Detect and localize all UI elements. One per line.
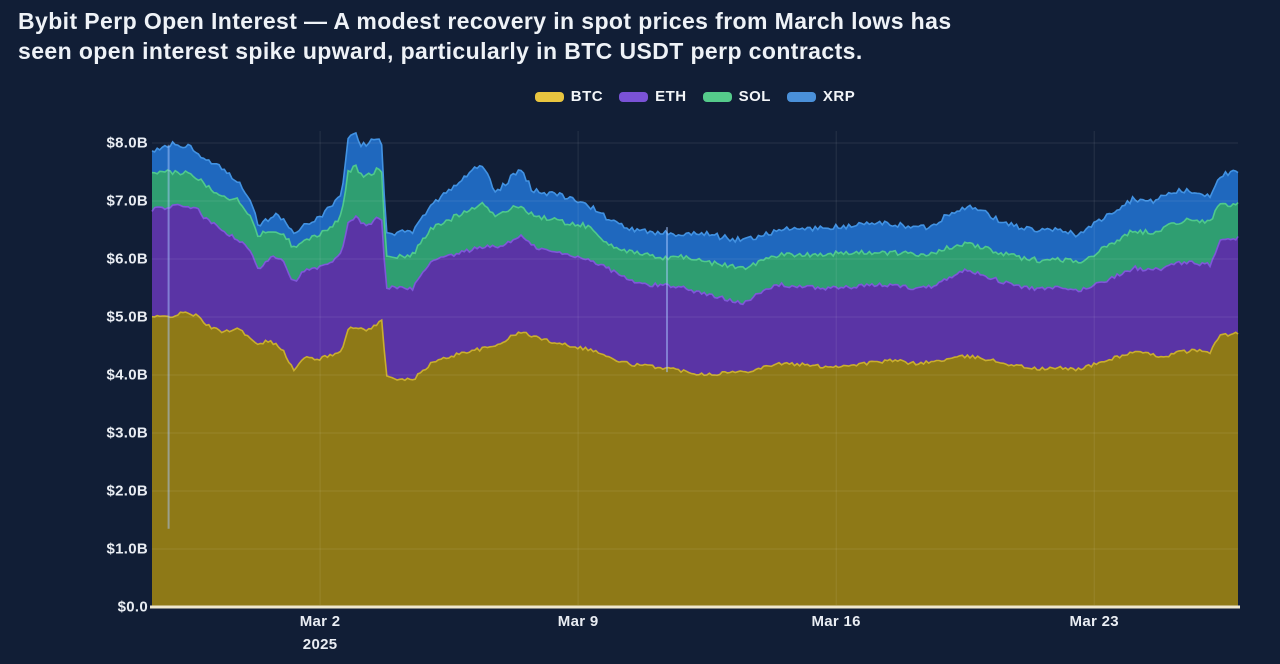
chart-legend: BTC ETH SOL XRP <box>152 88 1238 105</box>
y-tick-label: $6.0B <box>106 250 148 268</box>
y-tick-label: $7.0B <box>106 192 148 210</box>
legend-label-sol: SOL <box>738 88 771 105</box>
area-btc <box>152 312 1238 607</box>
legend-label-eth: ETH <box>655 88 687 105</box>
edge-eth <box>151 203 1239 306</box>
edge-xrp <box>151 131 1239 244</box>
page-title-line2: seen open interest spike upward, particu… <box>18 38 863 64</box>
xrp-swatch-icon <box>786 91 816 102</box>
y-tick-label: $3.0B <box>106 424 148 442</box>
legend-item-eth[interactable]: ETH <box>619 88 687 105</box>
x-tick-year-label: 2025 <box>302 636 338 653</box>
legend-label-xrp: XRP <box>822 88 856 105</box>
page-title-line1: Bybit Perp Open Interest — A modest reco… <box>18 8 952 34</box>
btc-swatch-icon <box>534 91 564 102</box>
legend-label-btc: BTC <box>570 88 604 105</box>
x-tick-label: Mar 9 <box>557 613 599 630</box>
y-tick-label: $1.0B <box>106 540 148 558</box>
legend-item-sol[interactable]: SOL <box>702 88 771 105</box>
edge-sol <box>151 164 1239 271</box>
x-tick-label: Mar 2 2025 <box>275 613 365 653</box>
area-xrp <box>152 132 1238 270</box>
y-tick-label: $0.0 <box>117 598 148 616</box>
y-tick-label: $2.0B <box>106 482 148 500</box>
edge-btc <box>151 311 1239 382</box>
legend-item-btc[interactable]: BTC <box>534 88 604 105</box>
x-tick-label: Mar 16 <box>811 613 861 630</box>
page-title: Bybit Perp Open Interest — A modest reco… <box>18 6 1272 66</box>
y-tick-label: $8.0B <box>106 134 148 152</box>
y-tick-label: $4.0B <box>106 366 148 384</box>
y-tick-label: $5.0B <box>106 308 148 326</box>
x-axis-line <box>150 605 1240 609</box>
x-tick-label: Mar 23 <box>1069 613 1119 630</box>
sol-swatch-icon <box>702 91 732 102</box>
legend-item-xrp[interactable]: XRP <box>786 88 856 105</box>
eth-swatch-icon <box>619 91 649 102</box>
